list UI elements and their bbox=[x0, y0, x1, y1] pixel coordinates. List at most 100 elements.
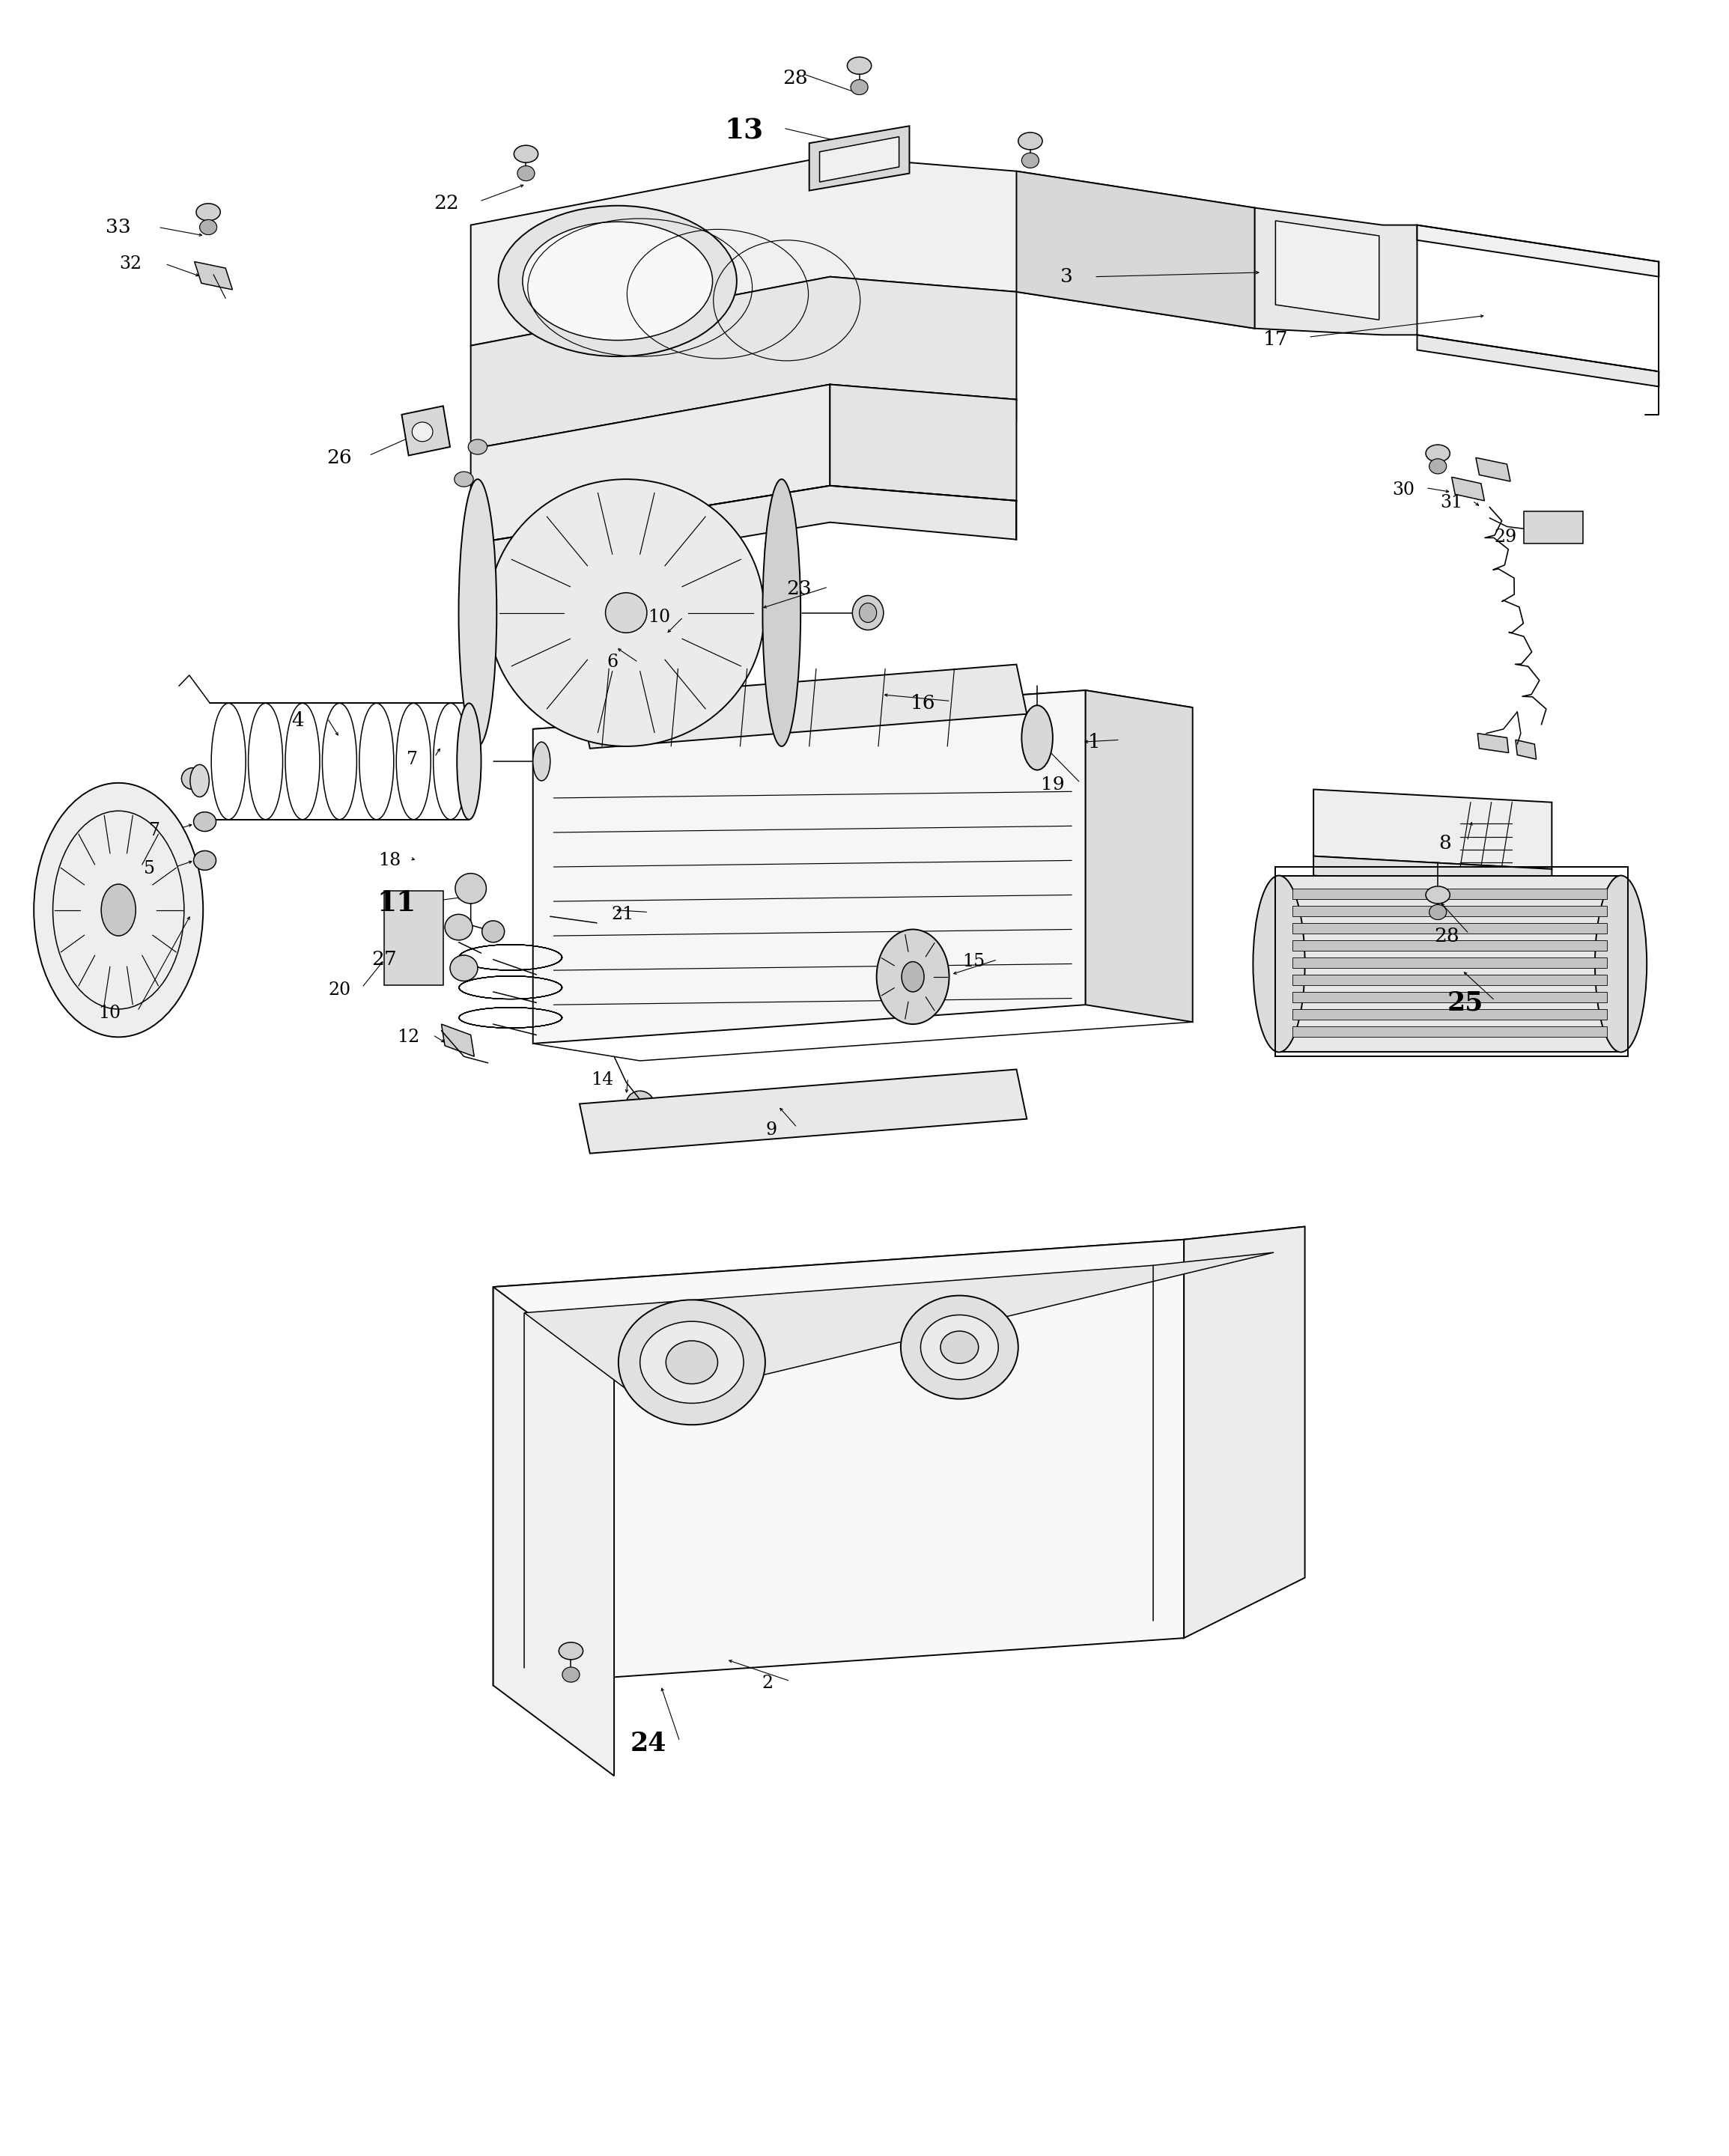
Ellipse shape bbox=[847, 56, 871, 73]
Bar bbox=[1276, 867, 1627, 1056]
Text: 11: 11 bbox=[377, 890, 417, 918]
Bar bbox=[1293, 940, 1606, 951]
Polygon shape bbox=[1279, 875, 1620, 1052]
Text: 24: 24 bbox=[631, 1731, 667, 1757]
Bar bbox=[1293, 923, 1606, 934]
Polygon shape bbox=[493, 1240, 1184, 1686]
Ellipse shape bbox=[488, 479, 764, 746]
Ellipse shape bbox=[482, 921, 505, 942]
Polygon shape bbox=[1478, 733, 1509, 752]
Text: 21: 21 bbox=[612, 906, 635, 923]
Text: 19: 19 bbox=[1041, 776, 1065, 793]
Text: 22: 22 bbox=[434, 194, 460, 213]
Ellipse shape bbox=[1254, 875, 1305, 1052]
Polygon shape bbox=[809, 125, 909, 190]
Polygon shape bbox=[1477, 457, 1511, 481]
Text: 12: 12 bbox=[398, 1028, 420, 1046]
Text: 28: 28 bbox=[1433, 927, 1459, 944]
Ellipse shape bbox=[195, 203, 220, 220]
Bar bbox=[384, 890, 443, 985]
Text: 3: 3 bbox=[1060, 267, 1074, 287]
Ellipse shape bbox=[194, 852, 216, 871]
Polygon shape bbox=[1516, 740, 1537, 759]
Ellipse shape bbox=[102, 884, 137, 936]
Ellipse shape bbox=[1426, 886, 1451, 903]
Polygon shape bbox=[401, 405, 450, 455]
Text: 25: 25 bbox=[1447, 990, 1483, 1015]
Ellipse shape bbox=[562, 1667, 579, 1682]
Polygon shape bbox=[1314, 856, 1553, 888]
Text: 4: 4 bbox=[292, 711, 304, 731]
Bar bbox=[1293, 975, 1606, 985]
Text: 10: 10 bbox=[648, 608, 671, 625]
Ellipse shape bbox=[199, 220, 216, 235]
Text: 7: 7 bbox=[149, 821, 161, 839]
Polygon shape bbox=[820, 136, 899, 181]
Ellipse shape bbox=[522, 222, 712, 341]
Ellipse shape bbox=[859, 604, 877, 623]
Bar bbox=[1293, 1026, 1606, 1037]
Text: 33: 33 bbox=[105, 218, 131, 237]
Ellipse shape bbox=[1594, 875, 1646, 1052]
Text: 10: 10 bbox=[99, 1005, 121, 1022]
Polygon shape bbox=[493, 1227, 1305, 1378]
Bar bbox=[1293, 888, 1606, 899]
Ellipse shape bbox=[455, 873, 486, 903]
Bar bbox=[1293, 1009, 1606, 1020]
Text: 18: 18 bbox=[379, 852, 401, 869]
Ellipse shape bbox=[1022, 705, 1053, 770]
Text: 16: 16 bbox=[911, 694, 935, 714]
Ellipse shape bbox=[1430, 906, 1447, 921]
Polygon shape bbox=[441, 1024, 474, 1056]
Text: 13: 13 bbox=[724, 116, 762, 144]
Polygon shape bbox=[1452, 476, 1485, 500]
Text: 6: 6 bbox=[607, 653, 617, 671]
Ellipse shape bbox=[640, 1322, 743, 1404]
Polygon shape bbox=[579, 664, 1027, 748]
Polygon shape bbox=[533, 690, 1086, 1044]
Bar bbox=[1293, 906, 1606, 916]
Ellipse shape bbox=[498, 205, 737, 356]
Text: 28: 28 bbox=[783, 69, 807, 88]
Polygon shape bbox=[1525, 511, 1582, 543]
Polygon shape bbox=[1255, 207, 1418, 334]
Text: 32: 32 bbox=[119, 254, 142, 272]
Text: 1: 1 bbox=[1088, 733, 1100, 750]
Polygon shape bbox=[830, 384, 1017, 500]
Ellipse shape bbox=[605, 593, 647, 632]
Text: 20: 20 bbox=[329, 981, 351, 998]
Polygon shape bbox=[470, 384, 1017, 470]
Ellipse shape bbox=[456, 703, 481, 819]
Ellipse shape bbox=[455, 472, 474, 487]
Ellipse shape bbox=[194, 813, 216, 832]
Ellipse shape bbox=[762, 479, 801, 746]
Text: 2: 2 bbox=[762, 1675, 773, 1692]
Polygon shape bbox=[1276, 220, 1380, 319]
Ellipse shape bbox=[558, 1643, 583, 1660]
Text: 5: 5 bbox=[144, 860, 156, 877]
Ellipse shape bbox=[450, 955, 477, 981]
Text: 15: 15 bbox=[961, 953, 984, 970]
Ellipse shape bbox=[458, 479, 496, 746]
Text: 26: 26 bbox=[327, 448, 353, 468]
Text: 8: 8 bbox=[1439, 834, 1451, 852]
Text: 14: 14 bbox=[591, 1072, 614, 1089]
Polygon shape bbox=[470, 276, 1017, 448]
Bar bbox=[1293, 957, 1606, 968]
Ellipse shape bbox=[533, 742, 550, 780]
Text: 7: 7 bbox=[406, 750, 418, 768]
Ellipse shape bbox=[1018, 132, 1043, 149]
Ellipse shape bbox=[517, 166, 534, 181]
Text: 9: 9 bbox=[766, 1121, 776, 1138]
Text: 31: 31 bbox=[1440, 494, 1463, 511]
Polygon shape bbox=[470, 485, 1017, 582]
Ellipse shape bbox=[1430, 459, 1447, 474]
Polygon shape bbox=[1184, 1227, 1305, 1639]
Polygon shape bbox=[579, 1069, 1027, 1153]
Polygon shape bbox=[1017, 170, 1255, 328]
Text: 27: 27 bbox=[372, 951, 398, 968]
Ellipse shape bbox=[182, 768, 204, 789]
Ellipse shape bbox=[469, 440, 488, 455]
Polygon shape bbox=[533, 690, 1193, 746]
Ellipse shape bbox=[852, 595, 884, 630]
